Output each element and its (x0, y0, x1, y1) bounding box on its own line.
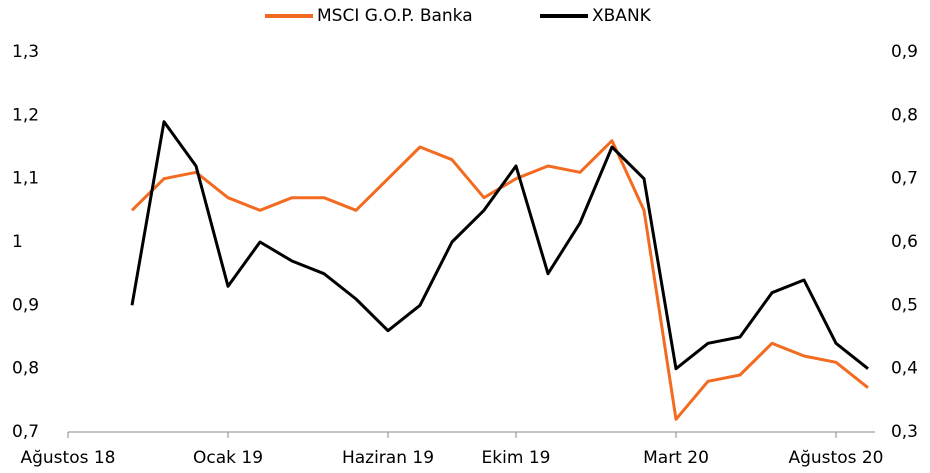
x-tick-label: Ağustos 20 (788, 448, 883, 468)
y-tick-label: 1 (12, 232, 23, 252)
y2-tick-label: 0,7 (891, 169, 918, 189)
x-tick-label: Mart 20 (643, 448, 709, 468)
y2-tick-label: 0,6 (891, 232, 918, 252)
y-tick-label: 1,2 (12, 105, 39, 125)
x-tick-label: Ağustos 18 (20, 448, 115, 468)
y-tick-label: 0,9 (12, 295, 39, 315)
y-tick-label: 0,7 (12, 422, 39, 442)
series-line (130, 120, 869, 371)
x-tick-label: Haziran 19 (342, 448, 434, 468)
y2-tick-label: 0,9 (891, 42, 918, 62)
legend-label: XBANK (592, 6, 652, 26)
y-tick-label: 1,3 (12, 42, 39, 62)
y2-tick-label: 0,5 (891, 295, 918, 315)
y2-tick-label: 0,4 (891, 359, 918, 379)
x-tick-label: Ekim 19 (482, 448, 551, 468)
y2-tick-label: 0,3 (891, 422, 918, 442)
y-tick-label: 1,1 (12, 169, 39, 189)
y2-tick-label: 0,8 (891, 105, 918, 125)
legend-label: MSCI G.O.P. Banka (317, 6, 473, 26)
x-tick-label: Ocak 19 (193, 448, 263, 468)
y-tick-label: 0,8 (12, 359, 39, 379)
series-line (130, 139, 869, 421)
